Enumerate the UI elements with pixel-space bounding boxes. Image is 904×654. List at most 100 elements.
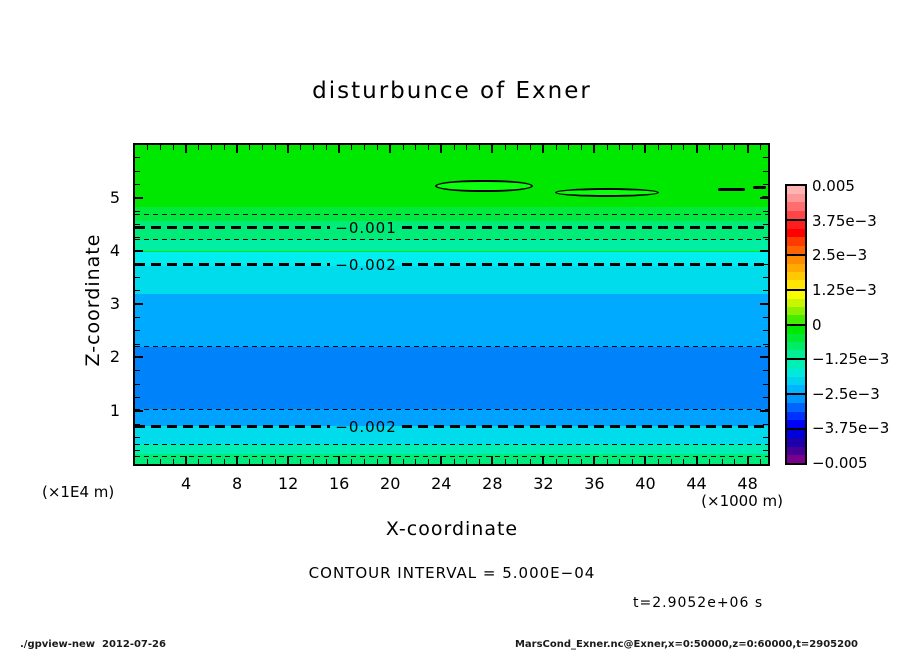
x-minor-tick — [300, 459, 302, 464]
colorbar-block — [787, 288, 805, 324]
y-minor-tick — [135, 263, 140, 265]
x-tick-label: 24 — [431, 474, 452, 493]
y-minor-tick — [763, 343, 768, 345]
y-minor-tick — [135, 343, 140, 345]
colorbar-boundary-label: −0.005 — [812, 454, 868, 472]
y-minor-tick — [135, 370, 140, 372]
colorbar-cell — [787, 272, 805, 281]
contour-line-labeled: −0.001 — [135, 219, 768, 237]
contour-line — [135, 443, 768, 445]
x-axis-label: X-coordinate — [385, 518, 519, 540]
y-minor-tick — [763, 277, 768, 279]
y-minor-tick — [763, 383, 768, 385]
y-minor-tick — [763, 290, 768, 292]
colorbar-cell — [787, 298, 805, 308]
x-tick-label: 8 — [232, 474, 243, 493]
colorbar-cell — [787, 430, 805, 439]
x-tick-label: 44 — [686, 474, 707, 493]
closed-contour-segment — [753, 185, 767, 189]
x-minor-tick — [364, 145, 366, 150]
x-minor-tick — [428, 145, 430, 150]
x-tick-label: 48 — [737, 474, 758, 493]
y-minor-tick — [135, 423, 140, 425]
y-minor-tick — [135, 450, 140, 452]
contour-line-segment — [135, 425, 331, 429]
fill-band — [135, 408, 768, 426]
colorbar-cell — [787, 194, 805, 203]
y-minor-tick — [135, 436, 140, 438]
colorbar-block — [787, 218, 805, 254]
x-minor-tick — [606, 459, 608, 464]
x-minor-tick — [376, 145, 378, 150]
x-major-tick — [287, 145, 290, 153]
y-major-tick — [760, 303, 768, 306]
colorbar-boundary-label: 1.25e−3 — [812, 280, 877, 299]
x-minor-tick — [376, 459, 378, 464]
x-major-tick — [236, 456, 239, 464]
x-tick-label: 40 — [635, 474, 656, 493]
contour-label: −0.001 — [335, 218, 397, 237]
fill-band — [135, 293, 768, 348]
y-minor-tick — [135, 223, 140, 225]
colorbar-cell — [787, 229, 805, 238]
x-minor-tick — [619, 145, 621, 150]
x-major-tick — [440, 456, 443, 464]
colorbar-boundary-label: 2.5e−3 — [812, 246, 868, 265]
x-minor-tick — [759, 459, 761, 464]
x-major-tick — [185, 145, 188, 153]
x-major-tick — [644, 145, 647, 153]
x-major-tick — [236, 145, 239, 153]
x-minor-tick — [708, 459, 710, 464]
x-minor-tick — [734, 459, 736, 464]
x-major-tick — [695, 145, 698, 153]
x-minor-tick — [632, 459, 634, 464]
x-minor-tick — [568, 459, 570, 464]
x-major-tick — [746, 145, 749, 153]
fill-band — [135, 347, 768, 409]
x-minor-tick — [619, 459, 621, 464]
x-axis-unit-note: (×1000 m) — [701, 492, 783, 510]
x-minor-tick — [466, 145, 468, 150]
x-minor-tick — [249, 145, 251, 150]
y-major-tick — [135, 356, 143, 359]
x-minor-tick — [262, 459, 264, 464]
y-minor-tick — [135, 396, 140, 398]
x-minor-tick — [504, 145, 506, 150]
x-minor-tick — [759, 145, 761, 150]
y-major-tick — [135, 409, 143, 412]
x-minor-tick — [211, 459, 213, 464]
x-minor-tick — [274, 145, 276, 150]
contour-line-labeled: −0.002 — [135, 418, 768, 436]
time-note: t=2.9052e+06 s — [633, 595, 764, 611]
colorbar-cell — [787, 368, 805, 377]
colorbar-boundary-label: −1.25e−3 — [812, 350, 890, 369]
colorbar-cell — [787, 315, 805, 324]
x-major-tick — [389, 456, 392, 464]
colorbar-cell — [787, 237, 805, 246]
y-minor-tick — [763, 370, 768, 372]
x-minor-tick — [198, 459, 200, 464]
x-minor-tick — [466, 459, 468, 464]
y-major-tick — [760, 249, 768, 252]
x-minor-tick — [683, 459, 685, 464]
y-minor-tick — [763, 170, 768, 172]
y-minor-tick — [135, 317, 140, 319]
y-minor-tick — [763, 183, 768, 185]
colorbar — [785, 184, 807, 465]
x-major-tick — [644, 456, 647, 464]
contour-line — [135, 239, 768, 241]
colorbar-cell — [787, 385, 805, 394]
colorbar-cell — [787, 350, 805, 359]
x-major-tick — [338, 145, 341, 153]
x-minor-tick — [223, 145, 225, 150]
colorbar-cell — [787, 202, 805, 211]
fill-band — [135, 251, 768, 266]
colorbar-block — [787, 393, 805, 429]
y-tick-label: 3 — [109, 294, 120, 314]
x-tick-label: 16 — [329, 474, 350, 493]
y-major-tick — [135, 196, 143, 199]
y-tick-label: 2 — [109, 347, 120, 367]
x-minor-tick — [581, 459, 583, 464]
contour-interval-note: CONTOUR INTERVAL = 5.000E−04 — [308, 564, 596, 582]
y-tick-label: 5 — [109, 187, 120, 207]
